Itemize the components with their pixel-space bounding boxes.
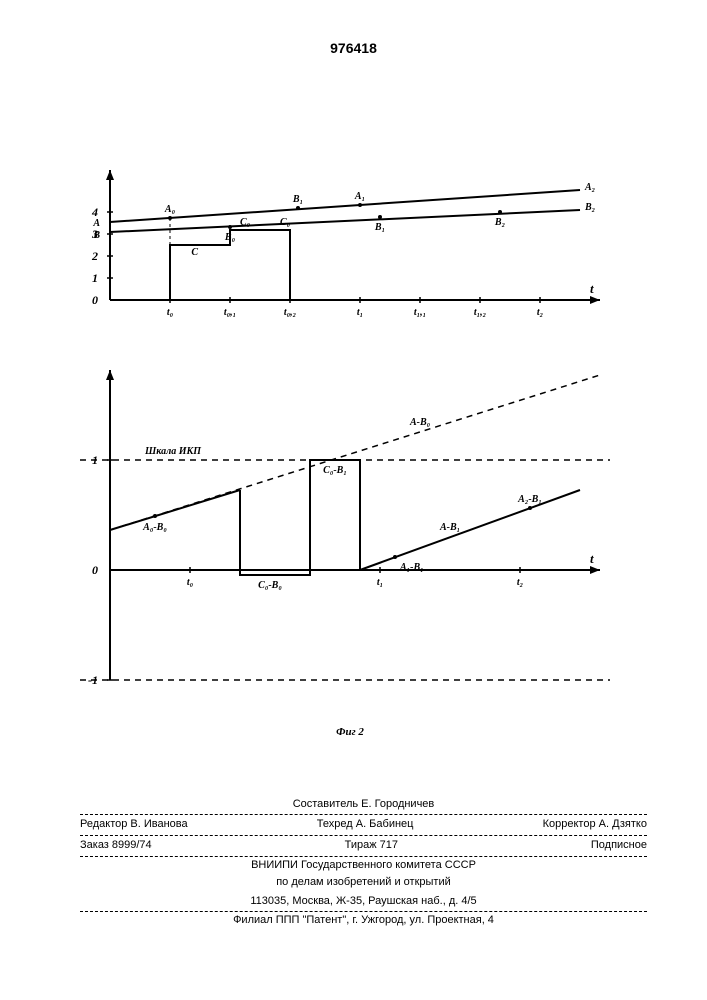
- svg-text:t₂: t₂: [517, 577, 523, 588]
- chart2-x-label: t: [590, 551, 594, 566]
- charts-container: t 0 1 2 3 4 t₀ t₀: [80, 170, 620, 750]
- figure-svg: t 0 1 2 3 4 t₀ t₀: [80, 170, 620, 750]
- svg-text:A₂: A₂: [584, 182, 595, 193]
- svg-text:B₂: B₂: [494, 217, 505, 228]
- svg-text:A-B₁: A-B₁: [439, 522, 460, 533]
- page: 976418 t 0 1 2 3: [0, 0, 707, 1000]
- svg-text:4: 4: [91, 205, 98, 219]
- footer-org2: по делам изобретений и открытий: [80, 874, 647, 892]
- svg-text:C₀-B₀: C₀-B₀: [258, 580, 282, 591]
- svg-text:C: C: [191, 247, 198, 258]
- footer-order-row: Заказ 8999/74 Тираж 717 Подписное: [80, 836, 647, 857]
- chart1-x-label: t: [590, 281, 594, 296]
- svg-text:t₂: t₂: [537, 307, 543, 318]
- svg-text:t₁: t₁: [357, 307, 363, 318]
- chart-2: t 0 1 -1 Шкала ИКП t₀ t₁ t₂: [80, 370, 610, 687]
- footer-address1: 113035, Москва, Ж-35, Раушская наб., д. …: [80, 892, 647, 913]
- svg-text:A: A: [92, 218, 100, 229]
- svg-text:C₀: C₀: [280, 217, 291, 228]
- footer-compiler: Составитель Е. Городничев: [80, 795, 647, 816]
- svg-text:A₀-B₀: A₀-B₀: [142, 522, 167, 533]
- svg-text:A₁: A₁: [354, 191, 365, 202]
- svg-text:B₂: B₂: [584, 202, 595, 213]
- figure-caption: Фиг 2: [336, 726, 364, 738]
- svg-text:A₁-B₁: A₁-B₁: [399, 562, 424, 573]
- svg-text:A-B₀: A-B₀: [409, 417, 431, 428]
- svg-text:C₀: C₀: [240, 217, 251, 228]
- svg-text:1: 1: [92, 271, 98, 285]
- svg-text:B₁: B₁: [292, 194, 303, 205]
- svg-text:C₀-B₁: C₀-B₁: [323, 465, 347, 476]
- svg-text:B₁: B₁: [374, 222, 385, 233]
- svg-text:A₂-B₁: A₂-B₁: [517, 494, 542, 505]
- svg-text:t₁,₂: t₁,₂: [474, 307, 486, 318]
- footer-tirage: Тираж 717: [345, 837, 398, 855]
- footer-org1: ВНИИПИ Государственного комитета СССР: [80, 857, 647, 875]
- footer-address2: Филиал ППП "Патент", г. Ужгород, ул. Про…: [80, 912, 647, 930]
- footer-techred: Техред А. Бабинец: [317, 816, 414, 834]
- footer-subscription: Подписное: [591, 837, 647, 855]
- svg-text:B: B: [92, 230, 100, 241]
- svg-text:t₁,₁: t₁,₁: [414, 307, 426, 318]
- svg-text:A₀: A₀: [164, 204, 176, 215]
- footer-order: Заказ 8999/74: [80, 837, 152, 855]
- svg-text:2: 2: [91, 249, 98, 263]
- svg-text:Шкала ИКП: Шкала ИКП: [144, 446, 202, 457]
- chart-1: t 0 1 2 3 4 t₀ t₀: [91, 170, 600, 318]
- svg-text:t₁: t₁: [377, 577, 383, 588]
- footer-credits-row: Редактор В. Иванова Техред А. Бабинец Ко…: [80, 815, 647, 836]
- footer-corrector: Корректор А. Дзятко: [543, 816, 647, 834]
- document-number: 976418: [0, 40, 707, 56]
- svg-text:t₀: t₀: [167, 307, 174, 318]
- svg-text:t₀,₁: t₀,₁: [224, 307, 236, 318]
- footer: Составитель Е. Городничев Редактор В. Ив…: [80, 795, 647, 930]
- svg-text:t₀,₂: t₀,₂: [284, 307, 296, 318]
- svg-text:t₀: t₀: [187, 577, 194, 588]
- footer-editor: Редактор В. Иванова: [80, 816, 188, 834]
- svg-text:0: 0: [92, 293, 98, 307]
- svg-text:0: 0: [92, 563, 98, 577]
